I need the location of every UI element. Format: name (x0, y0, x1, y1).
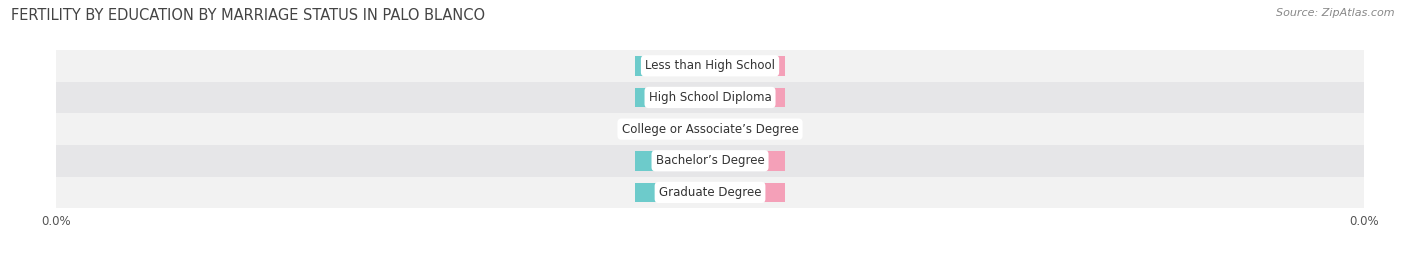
Bar (710, 88, 785, 107)
Text: Graduate Degree: Graduate Degree (659, 186, 761, 199)
Text: 0.0%: 0.0% (733, 61, 762, 71)
Bar (710, 183, 785, 202)
Text: FERTILITY BY EDUCATION BY MARRIAGE STATUS IN PALO BLANCO: FERTILITY BY EDUCATION BY MARRIAGE STATU… (11, 8, 485, 23)
Bar (636, 151, 710, 171)
Text: 0.0%: 0.0% (658, 156, 688, 166)
Text: 0.0%: 0.0% (733, 156, 762, 166)
Text: Less than High School: Less than High School (645, 59, 775, 72)
Bar (636, 183, 710, 202)
Bar (636, 88, 710, 107)
Text: Bachelor’s Degree: Bachelor’s Degree (655, 154, 765, 167)
Text: High School Diploma: High School Diploma (648, 91, 772, 104)
Bar (56, 50, 1364, 82)
Text: College or Associate’s Degree: College or Associate’s Degree (621, 123, 799, 136)
Bar (56, 113, 1364, 145)
Bar (710, 119, 785, 139)
Bar (636, 119, 710, 139)
Text: Source: ZipAtlas.com: Source: ZipAtlas.com (1277, 8, 1395, 18)
Text: 0.0%: 0.0% (733, 187, 762, 197)
Text: 0.0%: 0.0% (658, 124, 688, 134)
Bar (56, 145, 1364, 176)
Bar (636, 56, 710, 76)
Bar (710, 56, 785, 76)
Bar (56, 176, 1364, 208)
Text: 0.0%: 0.0% (733, 93, 762, 102)
Bar (710, 151, 785, 171)
Legend: Married, Unmarried: Married, Unmarried (621, 264, 799, 269)
Bar (56, 82, 1364, 113)
Text: 0.0%: 0.0% (733, 124, 762, 134)
Text: 0.0%: 0.0% (658, 61, 688, 71)
Text: 0.0%: 0.0% (658, 93, 688, 102)
Text: 0.0%: 0.0% (658, 187, 688, 197)
